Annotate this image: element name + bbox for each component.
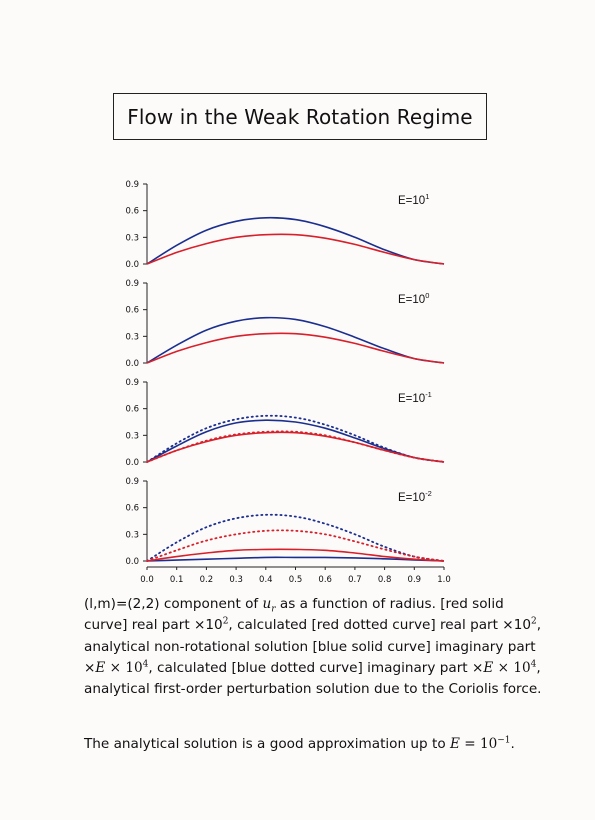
conclusion-exp: −1	[497, 735, 511, 746]
x-tick-label: 0.8	[378, 575, 392, 585]
y-tick-label: 0.0	[125, 458, 139, 468]
figure-title: Flow in the Weak Rotation Regime	[113, 93, 487, 140]
conclusion-var: E	[449, 736, 460, 752]
caption-exp: 4	[142, 659, 149, 670]
panel-label: E=100	[398, 291, 429, 306]
x-tick-label: 1.0	[437, 575, 451, 585]
caption-text: analytical non-rotational solution [blue…	[84, 638, 536, 655]
y-tick-label: 0.9	[125, 279, 139, 289]
caption-var: E	[95, 659, 106, 676]
y-tick-label: 0.6	[125, 207, 139, 217]
caption-var: E	[483, 659, 494, 676]
caption-text: ,	[536, 659, 541, 676]
x-tick-label: 0.4	[259, 575, 273, 585]
caption-exp: 2	[222, 616, 229, 627]
y-tick-label: 0.0	[125, 260, 139, 270]
series-dotted-line	[146, 414, 445, 463]
x-tick-label: 0.2	[200, 575, 214, 585]
y-tick-label: 0.3	[125, 332, 139, 342]
caption-text: ×	[84, 659, 96, 676]
series-solid-line	[146, 419, 445, 463]
caption-exp: 2	[531, 616, 537, 627]
caption-sub: r	[271, 604, 276, 615]
caption-text: × 10	[105, 659, 143, 676]
series-solid-line	[146, 233, 445, 265]
x-tick-label: 0.9	[408, 575, 422, 585]
x-tick-label: 0.5	[289, 575, 303, 585]
series-solid-line	[146, 556, 445, 562]
series-dotted-line	[146, 529, 445, 562]
y-tick-label: 0.6	[125, 405, 139, 415]
x-tick-label: 0.1	[170, 575, 184, 585]
caption-text: curve] real part ×10	[84, 617, 223, 634]
caption-text: , calculated [blue dotted curve] imagina…	[148, 659, 484, 676]
caption-text: × 10	[493, 659, 531, 676]
x-tick-label: 0.6	[318, 575, 332, 585]
panel-label: E=101	[398, 192, 429, 207]
conclusion-text: The analytical solution is a good approx…	[84, 736, 534, 752]
y-tick-label: 0.3	[125, 431, 139, 441]
series-solid-line	[146, 316, 445, 364]
y-tick-label: 0.9	[125, 180, 139, 190]
x-tick-label: 0.7	[348, 575, 362, 585]
x-tick-label: 0.3	[229, 575, 243, 585]
caption-text: ,	[536, 617, 542, 634]
figure-caption: (l,m)=(2,2) component of ur as a functio…	[84, 594, 542, 700]
caption-exp: 4	[530, 659, 537, 670]
panel-label: E=10-1	[398, 390, 432, 405]
series-solid-line	[146, 548, 445, 562]
y-tick-label: 0.3	[125, 530, 139, 540]
x-tick-label: 0.0	[140, 575, 154, 585]
caption-text: as a function of radius. [red solid	[275, 596, 504, 612]
y-tick-label: 0.6	[125, 306, 139, 316]
caption-text: , calculated [red dotted curve] real par…	[228, 617, 531, 634]
conclusion-part: .	[510, 736, 515, 752]
panel-label: E=10-2	[398, 489, 432, 504]
y-tick-label: 0.0	[125, 557, 139, 567]
conclusion-part: The analytical solution is a good approx…	[84, 736, 450, 752]
y-tick-label: 0.0	[125, 359, 139, 369]
conclusion-part: = 10	[459, 736, 498, 752]
series-solid-line	[146, 431, 445, 463]
series-dotted-line	[146, 430, 445, 463]
y-tick-label: 0.9	[125, 477, 139, 487]
y-tick-label: 0.3	[125, 233, 139, 243]
caption-text: (l,m)=(2,2) component of	[84, 596, 263, 612]
series-solid-line	[146, 332, 445, 364]
caption-var: u	[262, 596, 272, 612]
y-tick-label: 0.6	[125, 504, 139, 514]
series-solid-line	[146, 216, 445, 265]
series-dotted-line	[146, 513, 445, 562]
caption-text: analytical first-order perturbation solu…	[84, 681, 542, 698]
y-tick-label: 0.9	[125, 378, 139, 388]
